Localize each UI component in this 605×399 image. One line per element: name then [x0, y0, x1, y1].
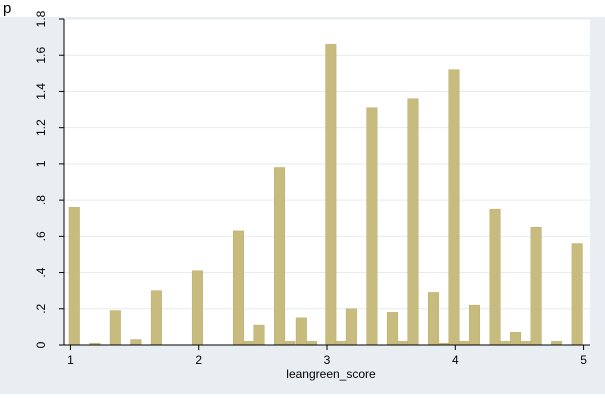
bar — [448, 69, 460, 346]
y-tick-label: 1.4 — [34, 83, 48, 100]
x-axis-label: leangreen_score — [286, 367, 376, 381]
bar — [253, 324, 265, 346]
y-tick-label: .4 — [34, 267, 48, 277]
bar — [243, 341, 255, 346]
bar — [345, 308, 357, 346]
bar — [510, 332, 522, 346]
bar — [366, 107, 378, 346]
bar — [530, 227, 542, 346]
bars — [68, 44, 583, 346]
y-tick-label: .6 — [34, 231, 48, 241]
bar — [191, 270, 203, 346]
bar — [274, 167, 286, 346]
y-tick-label: 1.6 — [34, 47, 48, 64]
y-tick-label: 1 — [34, 160, 48, 167]
x-tick-label: 1 — [67, 353, 74, 367]
bar — [150, 290, 162, 346]
x-tick-label: 5 — [580, 353, 587, 367]
bar — [284, 341, 296, 346]
bar — [109, 310, 121, 346]
title-fragment: p — [3, 0, 11, 17]
bar — [306, 341, 318, 346]
bar — [427, 292, 439, 346]
bar — [551, 341, 563, 346]
bar — [458, 341, 470, 346]
y-ticks: 0 .2 .4 .6 .8 1 1.2 1.4 1.6 1.8 — [34, 10, 64, 348]
bar — [335, 341, 347, 346]
x-tick-label: 3 — [324, 353, 331, 367]
bar — [571, 243, 583, 346]
bar — [397, 341, 409, 346]
y-tick-label: .2 — [34, 303, 48, 313]
title-strip — [0, 0, 605, 17]
bar — [232, 230, 244, 346]
bar — [407, 98, 419, 346]
y-tick-label: 1.8 — [34, 10, 48, 27]
bar — [489, 208, 501, 346]
bar — [520, 341, 532, 346]
x-tick-label: 2 — [195, 353, 202, 367]
bar — [469, 304, 481, 346]
bar — [325, 44, 337, 346]
y-tick-label: 0 — [34, 341, 48, 348]
y-tick-label: .8 — [34, 195, 48, 205]
bar — [499, 341, 511, 346]
bar — [68, 207, 80, 346]
x-tick-label: 4 — [452, 353, 459, 367]
bar — [386, 312, 398, 346]
bar — [295, 317, 307, 346]
x-ticks: 1 2 3 4 5 — [67, 345, 587, 367]
y-tick-label: 1.2 — [34, 119, 48, 136]
bar — [130, 339, 142, 346]
